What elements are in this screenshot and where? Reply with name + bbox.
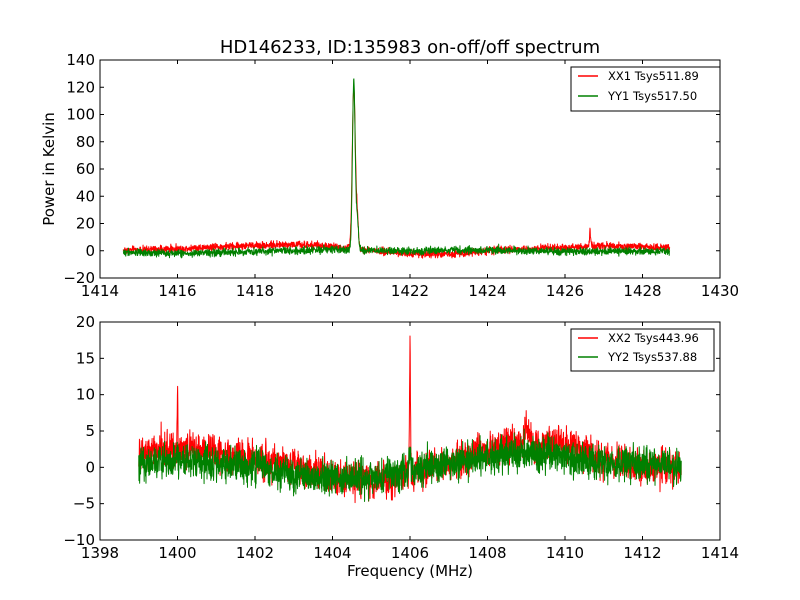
y-tick-label: 140 bbox=[66, 51, 95, 69]
bottom-axis-ticks: 1398 1400 1402 1404 1406 1408 1410 1412 1414 −10 −… bbox=[63, 313, 739, 562]
bottom-legend: XX2 Tsys443.96 YY2 Tsys537.88 bbox=[570, 328, 715, 372]
legend-label-yy1: YY1 Tsys517.50 bbox=[607, 89, 697, 103]
top-spectrum-plot: 1414 1416 1418 1420 1422 1424 1426 1428 1430 −20 0… bbox=[40, 51, 739, 300]
series-line bbox=[138, 335, 682, 504]
bottom-spectrum-plot: 1398 1400 1402 1404 1406 1408 1410 1412 1414 −10 −… bbox=[63, 313, 739, 580]
y-tick-label: 80 bbox=[76, 133, 95, 151]
chart-title: HD146233, ID:135983 on-off/off spectrum bbox=[220, 37, 600, 58]
bottom-series-lines bbox=[138, 335, 682, 504]
y-tick-label: 0 bbox=[85, 242, 95, 260]
y-tick-label: −10 bbox=[63, 531, 95, 549]
series-line bbox=[122, 78, 671, 259]
x-tick-label: 1410 bbox=[546, 544, 584, 562]
y-tick-label: 5 bbox=[85, 422, 95, 440]
y-tick-label: 120 bbox=[66, 78, 95, 96]
x-tick-label: 1426 bbox=[546, 282, 584, 300]
x-tick-label: 1414 bbox=[81, 282, 119, 300]
x-axis-label: Frequency (MHz) bbox=[347, 562, 473, 580]
legend-label-xx1: XX1 Tsys511.89 bbox=[608, 69, 699, 83]
top-axis-ticks: 1414 1416 1418 1420 1422 1424 1426 1428 1430 −20 0… bbox=[63, 51, 739, 300]
x-tick-label: 1414 bbox=[701, 544, 739, 562]
x-tick-label: 1402 bbox=[236, 544, 274, 562]
legend-label-yy2: YY2 Tsys537.88 bbox=[607, 350, 697, 364]
x-tick-label: 1420 bbox=[313, 282, 351, 300]
series-line bbox=[122, 87, 671, 259]
top-legend-box bbox=[570, 66, 721, 112]
y-tick-label: 15 bbox=[76, 349, 95, 367]
series-line bbox=[138, 428, 682, 502]
y-tick-label: 20 bbox=[76, 313, 95, 331]
x-tick-label: 1416 bbox=[158, 282, 196, 300]
x-tick-label: 1418 bbox=[236, 282, 274, 300]
x-tick-label: 1412 bbox=[623, 544, 661, 562]
top-series-lines bbox=[122, 78, 671, 259]
x-tick-label: 1428 bbox=[623, 282, 661, 300]
x-tick-label: 1430 bbox=[701, 282, 739, 300]
top-y-axis-label: Power in Kelvin bbox=[40, 112, 58, 226]
top-legend: XX1 Tsys511.89 YY1 Tsys517.50 bbox=[570, 66, 721, 112]
y-tick-label: 10 bbox=[76, 386, 95, 404]
x-tick-label: 1422 bbox=[391, 282, 429, 300]
x-tick-label: 1424 bbox=[468, 282, 506, 300]
y-tick-label: 0 bbox=[85, 458, 95, 476]
y-tick-label: −20 bbox=[63, 269, 95, 287]
x-tick-label: 1404 bbox=[313, 544, 351, 562]
x-tick-label: 1406 bbox=[391, 544, 429, 562]
x-tick-label: 1400 bbox=[158, 544, 196, 562]
legend-label-xx2: XX2 Tsys443.96 bbox=[608, 331, 699, 345]
y-tick-label: 20 bbox=[76, 215, 95, 233]
x-tick-label: 1398 bbox=[81, 544, 119, 562]
y-tick-label: −5 bbox=[73, 495, 95, 513]
bottom-legend-box bbox=[570, 328, 715, 372]
y-tick-label: 100 bbox=[66, 106, 95, 124]
x-tick-label: 1408 bbox=[468, 544, 506, 562]
y-tick-label: 40 bbox=[76, 187, 95, 205]
y-tick-label: 60 bbox=[76, 160, 95, 178]
